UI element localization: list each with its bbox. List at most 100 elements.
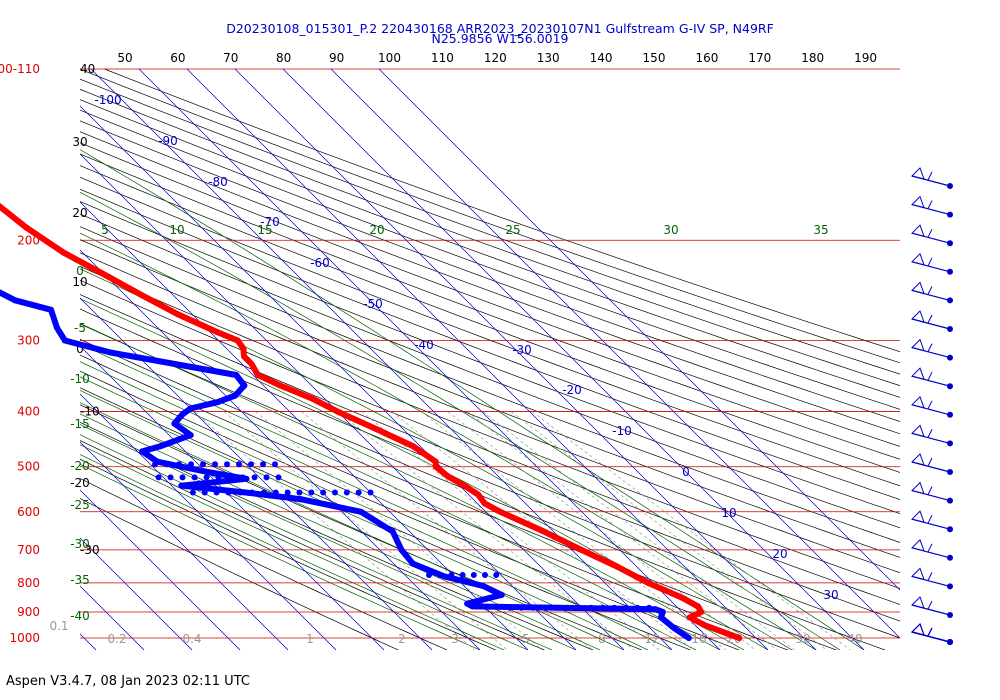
temperature-profile-point [214, 329, 221, 336]
moist-adiabat [80, 376, 673, 650]
isotherm-label: 20 [772, 547, 787, 561]
dewpoint-sample [272, 489, 279, 496]
chart-title-line1: D20230108_015301_P.2 220430168 ARR2023_2… [226, 21, 774, 36]
isotherm [80, 633, 97, 650]
dewpoint-sample [227, 474, 234, 481]
isotherm [378, 68, 900, 591]
dewpoint-sample [249, 489, 256, 496]
isotherm-label: -10 [612, 424, 632, 438]
isotherm-label: 0 [682, 465, 690, 479]
dewpoint-sample [564, 604, 571, 611]
temperature-profile-point [614, 563, 621, 570]
moist-adiabat [80, 361, 697, 650]
dry-adiabat [80, 88, 900, 386]
temperature-profile [0, 202, 743, 641]
mixing-ratio-label: 3 [451, 632, 459, 646]
isotherm [282, 68, 865, 650]
dry-adiabat [80, 323, 886, 650]
temperature-profile-point [241, 353, 248, 360]
altitude-label: 20 [72, 206, 87, 220]
dewpoint-sample [263, 474, 270, 481]
top-axis-label: 70 [223, 51, 238, 65]
dewpoint-sample [506, 604, 513, 611]
wind-barb-feather [927, 543, 933, 553]
dewpoint-sample [355, 489, 362, 496]
dewpoint-profile-point [657, 614, 664, 621]
dry-adiabat [80, 176, 900, 487]
temperature-profile-point [374, 426, 381, 433]
temperature-profile-point [432, 463, 439, 470]
dewpoint-sample [179, 474, 186, 481]
dewpoint-sample [200, 461, 207, 468]
dewpoint-profile-point [480, 582, 487, 589]
wind-barb-feather [927, 343, 933, 352]
wind-barb-feather [927, 600, 933, 610]
moist-adiabat [80, 322, 745, 650]
wind-barb-flag [911, 623, 925, 636]
dewpoint-sample [343, 489, 350, 496]
dewpoint-sample [646, 604, 653, 611]
dewpoint-sample [482, 572, 489, 579]
dewpoint-profile-point [398, 546, 405, 553]
dewpoint-sample [167, 474, 174, 481]
altitude-label: -10 [80, 405, 100, 419]
mixing-ratio-label: 16 [691, 632, 706, 646]
moist-adiabat-label: -30 [70, 537, 90, 551]
dewpoint-sample [224, 461, 231, 468]
dewpoint-profile-point [442, 573, 449, 580]
mixing-ratio-label: 0.4 [182, 632, 201, 646]
mixing-ratio-line [531, 411, 851, 650]
temperature-profile-point [445, 473, 452, 480]
dewpoint-profile-point [107, 349, 114, 356]
pressure-label: 100-110 [0, 62, 40, 76]
dewpoint-sample [237, 489, 244, 496]
moist-adiabat-label: 15 [257, 223, 272, 237]
temperature-profile-point [409, 443, 416, 450]
dewpoint-sample [152, 461, 159, 468]
temperature-profile-point [175, 311, 182, 318]
wind-barb-flag [911, 367, 925, 380]
isotherm [80, 345, 385, 650]
wind-barb-feather [927, 371, 933, 381]
grid-lines [0, 68, 900, 650]
mixing-ratio-label: 2 [398, 632, 406, 646]
dewpoint-profile-point [469, 603, 476, 610]
wind-barb-feather [927, 228, 933, 238]
temperature-profile-point [475, 491, 482, 498]
moist-adiabat [80, 463, 481, 650]
footer-version-time: Aspen V3.4.7, 08 Jan 2023 02:11 UTC [6, 674, 250, 689]
moist-adiabat [80, 444, 529, 650]
dry-adiabat [80, 338, 837, 650]
dewpoint-sample [437, 572, 444, 579]
dewpoint-sample [236, 461, 243, 468]
dewpoint-sample [622, 604, 629, 611]
moist-adiabat [80, 268, 793, 650]
moist-adiabat-label: -10 [70, 372, 90, 386]
wind-barbs [911, 167, 953, 645]
top-axis-label: 190 [854, 51, 877, 65]
dewpoint-sample [155, 474, 162, 481]
dry-adiabat [80, 440, 545, 650]
dewpoint-sample [248, 461, 255, 468]
isotherm-label: -50 [363, 297, 383, 311]
temperature-profile-point [695, 603, 702, 610]
dewpoint-sample [225, 489, 232, 496]
mixing-ratio-label: 30 [795, 632, 810, 646]
mixing-ratio-label: 0.2 [107, 632, 126, 646]
isotherm [80, 489, 241, 650]
dry-adiabat [80, 99, 900, 398]
dewpoint-sample [203, 474, 210, 481]
dewpoint-sample [459, 572, 466, 579]
pressure-label: 600 [17, 505, 40, 519]
isotherm [0, 69, 48, 650]
isotherm [80, 201, 529, 650]
dry-adiabat [80, 239, 900, 558]
dewpoint-profile-point [187, 432, 194, 439]
dewpoint-sample [213, 489, 220, 496]
temperature-profile-point [686, 614, 693, 621]
isotherm [80, 537, 193, 650]
dewpoint-profile-point [297, 496, 304, 503]
dewpoint-profile-point [241, 382, 248, 389]
dewpoint-profile-point [233, 372, 240, 379]
